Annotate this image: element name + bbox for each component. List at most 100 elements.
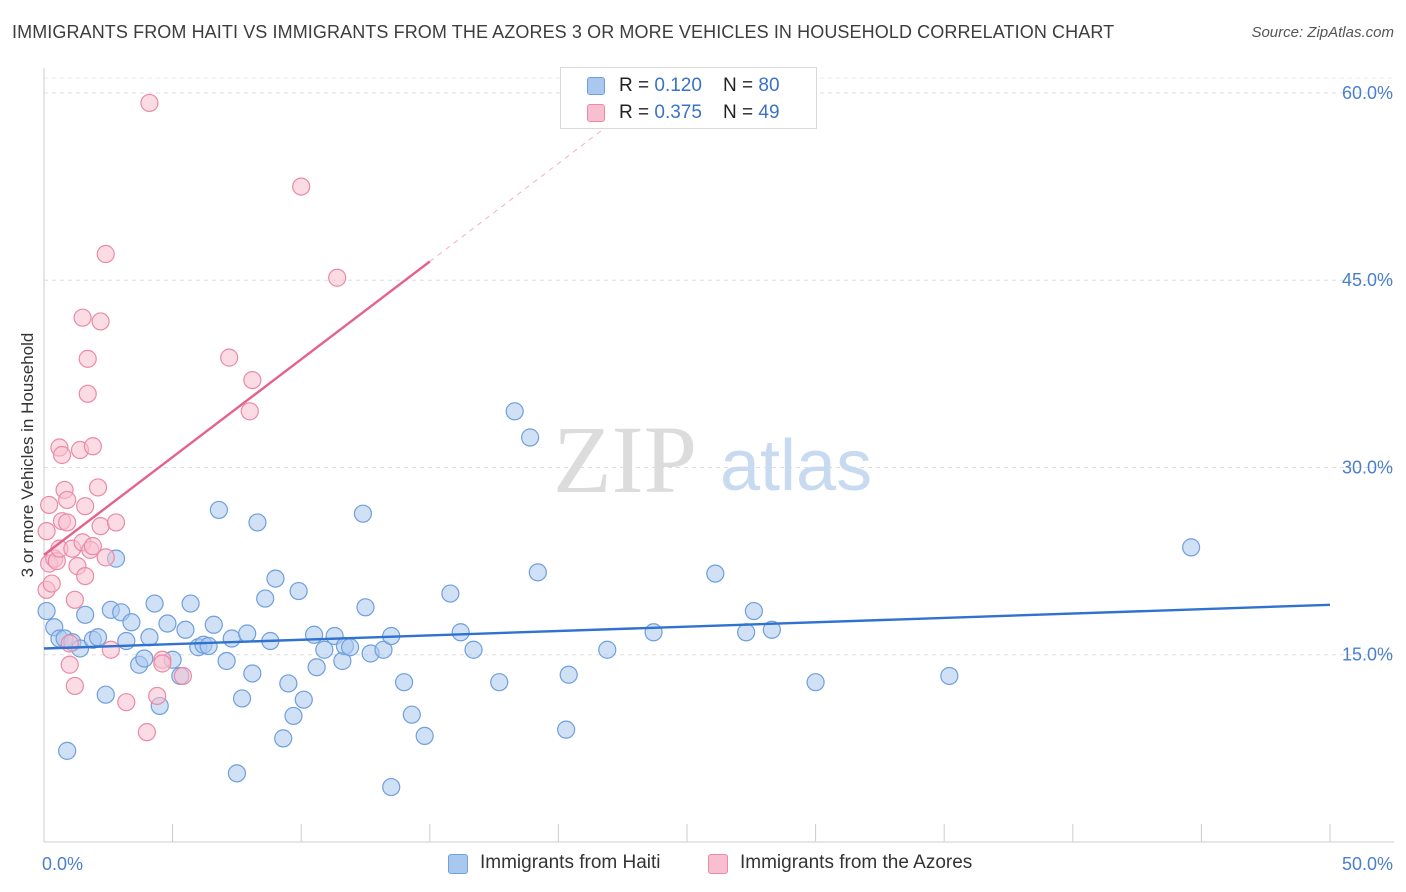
r-value: 0.120 [654, 75, 702, 96]
haiti-point [266, 569, 285, 588]
azores-point [117, 693, 136, 712]
haiti-point [181, 594, 200, 613]
haiti-point [274, 729, 293, 748]
azores-point [220, 348, 239, 367]
azores-point [37, 522, 56, 541]
azores-point [58, 513, 77, 532]
azores-point [328, 268, 347, 287]
azores-point [73, 308, 92, 327]
haiti-point [227, 764, 246, 783]
azores-point [88, 478, 108, 497]
legend-swatch-azores [708, 854, 728, 874]
haiti-point [353, 504, 373, 523]
haiti-trend-line [43, 603, 1331, 650]
azores-point [96, 244, 115, 264]
stats-legend: R = 0.120 N = 80 R = 0.375 N = 49 [560, 67, 817, 129]
haiti-point [706, 564, 725, 583]
haiti-point [505, 402, 524, 421]
haiti-point [598, 640, 617, 659]
r-label: R = [619, 75, 655, 96]
haiti-point [356, 598, 375, 617]
haiti-point [521, 428, 540, 447]
azores-point [243, 370, 262, 390]
azores-point [101, 640, 120, 659]
n-label: N = [723, 102, 759, 123]
azores-trend-line [43, 260, 431, 556]
azores-point [65, 676, 84, 696]
azores-trend-extension [429, 123, 611, 262]
tick-labels: 15.0% 30.0% 45.0% 60.0% 0.0% 50.0% [42, 83, 1393, 874]
azores-point [292, 177, 311, 196]
legend-label-azores: Immigrants from the Azores [740, 852, 973, 873]
azores-point [65, 590, 84, 609]
azores-point [40, 495, 59, 515]
haiti-point [222, 629, 241, 648]
haiti-point [76, 605, 95, 624]
haiti-point [279, 674, 298, 693]
haiti-point [140, 628, 159, 647]
haiti-point [294, 690, 313, 709]
haiti-point [158, 614, 177, 633]
r-value: 0.375 [654, 102, 702, 123]
series-legend: Immigrants from Haiti Immigrants from th… [0, 852, 1406, 878]
azores-point [137, 723, 156, 742]
x-tick-label: 0.0% [42, 854, 83, 874]
haiti-point [217, 651, 236, 671]
haiti-point [209, 500, 228, 520]
haiti-point [737, 623, 756, 642]
watermark-atlas: atlas [720, 426, 872, 506]
azores-swatch [587, 104, 605, 122]
azores-point [140, 93, 159, 113]
legend-label-haiti: Immigrants from Haiti [480, 852, 661, 873]
azores-point [153, 654, 172, 673]
haiti-point [243, 664, 262, 683]
haiti-swatch [587, 77, 605, 95]
stats-text-azores: R = 0.375 N = 49 [619, 102, 780, 124]
azores-point [240, 402, 259, 421]
haiti-point [176, 620, 195, 639]
haiti-point [58, 741, 77, 760]
y-tick-label: 30.0% [1342, 457, 1393, 477]
haiti-point [232, 689, 252, 708]
azores-point [52, 445, 72, 465]
chart-title: IMMIGRANTS FROM HAITI VS IMMIGRANTS FROM… [12, 22, 1115, 42]
haiti-point [744, 601, 763, 621]
n-value: 49 [758, 102, 780, 123]
haiti-point [762, 620, 781, 639]
haiti-point [644, 623, 663, 642]
haiti-point [88, 628, 108, 647]
haiti-point [284, 706, 303, 726]
haiti-point [96, 685, 115, 704]
azores-point [96, 548, 115, 567]
y-tick-label: 60.0% [1342, 83, 1393, 103]
haiti-point [145, 594, 164, 613]
azores-point [76, 497, 95, 516]
haiti-point [307, 658, 326, 677]
legend-swatch-haiti [448, 854, 468, 874]
haiti-point [289, 581, 308, 601]
haiti-point [340, 638, 360, 657]
azores-point [42, 574, 61, 593]
stats-text-haiti: R = 0.120 N = 80 [619, 75, 780, 97]
haiti-point [248, 513, 267, 532]
haiti-point [256, 589, 275, 608]
r-label: R = [619, 102, 655, 123]
n-label: N = [723, 75, 759, 96]
haiti-point [394, 673, 414, 692]
haiti-point [441, 584, 460, 603]
haiti-point [464, 640, 483, 659]
azores-point [83, 437, 102, 456]
haiti-point [451, 623, 470, 642]
azores-point [60, 634, 79, 653]
haiti-point [528, 563, 547, 582]
haiti-point [559, 665, 578, 684]
x-tick-label: 50.0% [1342, 854, 1393, 874]
haiti-point [135, 649, 154, 668]
azores-point [83, 537, 102, 556]
haiti-point [238, 624, 257, 643]
haiti-point [199, 636, 218, 656]
haiti-point [374, 640, 393, 659]
y-tick-label: 45.0% [1342, 270, 1393, 290]
azores-point [173, 666, 192, 686]
haiti-point [382, 777, 401, 797]
